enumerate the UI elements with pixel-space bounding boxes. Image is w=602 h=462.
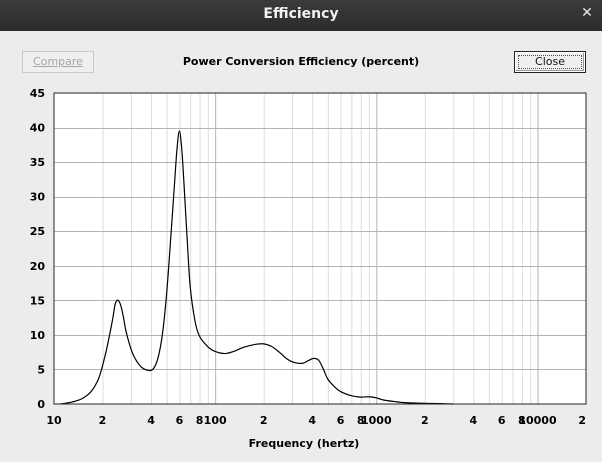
compare-button: Compare: [22, 51, 94, 73]
y-tick-label: 0: [37, 398, 45, 411]
y-tick-label: 30: [30, 191, 46, 204]
y-tick-label: 40: [30, 122, 46, 135]
x-tick-label: 4: [147, 414, 155, 427]
y-tick-label: 25: [30, 225, 45, 238]
x-tick-label: 2: [421, 414, 429, 427]
y-tick-label: 20: [30, 260, 46, 273]
x-tick-label: 4: [308, 414, 316, 427]
title-bar[interactable]: Efficiency ✕: [0, 0, 602, 31]
x-tick-label: 8: [196, 414, 204, 427]
x-tick-label: 6: [498, 414, 506, 427]
y-tick-label: 10: [30, 329, 46, 342]
x-tick-label: 8: [357, 414, 365, 427]
x-tick-label: 10: [46, 414, 62, 427]
x-axis-label: Frequency (hertz): [249, 437, 360, 450]
grid-lines: [54, 93, 586, 404]
plot-border: [53, 92, 587, 405]
close-button-label: Close: [535, 55, 565, 68]
x-tick-label: 6: [337, 414, 345, 427]
focus-ring: [518, 55, 582, 69]
y-axis-ticks: 0 5 10 15 20 25 30 35 40 45: [30, 87, 46, 411]
x-tick-label: 8: [518, 414, 526, 427]
y-tick-label: 45: [30, 87, 45, 100]
close-icon[interactable]: ✕: [581, 5, 593, 21]
plot-area: [54, 93, 586, 404]
window-title: Efficiency: [263, 6, 339, 22]
y-tick-label: 5: [37, 363, 45, 376]
efficiency-curve: [60, 130, 454, 405]
y-tick-label: 35: [30, 156, 45, 169]
x-tick-label: 2: [260, 414, 268, 427]
x-tick-label: 6: [176, 414, 184, 427]
x-tick-label: 4: [470, 414, 478, 427]
close-button[interactable]: Close: [514, 51, 586, 73]
chart-title: Power Conversion Efficiency (percent): [182, 55, 420, 68]
y-tick-label: 15: [30, 294, 45, 307]
x-tick-label: 10000: [518, 414, 557, 427]
x-tick-label: 100: [204, 414, 227, 427]
x-tick-label: 2: [99, 414, 107, 427]
x-tick-label: 1000: [361, 414, 392, 427]
x-tick-label: 2: [578, 414, 586, 427]
